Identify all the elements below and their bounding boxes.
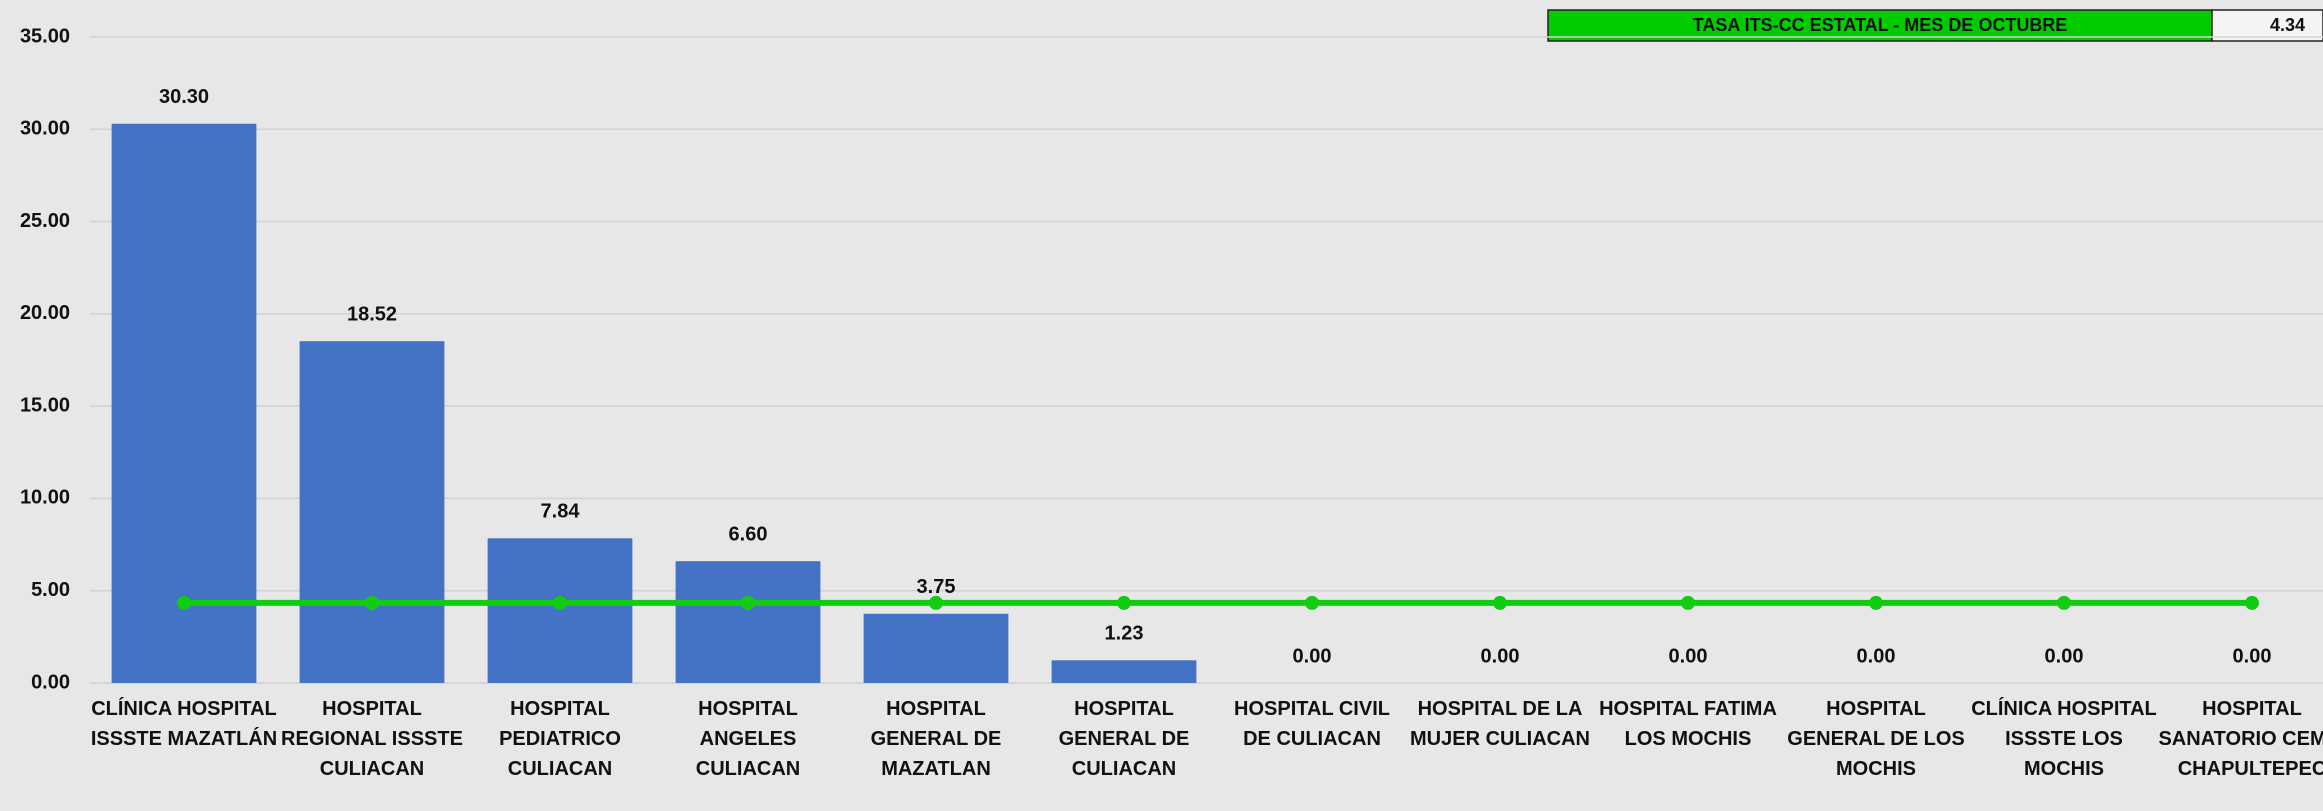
legend-label: TASA ITS-CC ESTATAL - MES DE OCTUBRE (1693, 15, 2068, 35)
x-tick-label: HOSPITAL ANGELES CULIACAN (695, 698, 801, 780)
x-tick-label: HOSPITAL SANATORIO CEMSI CHAPULTEPEC (2158, 698, 2323, 780)
data-label: 3.75 (917, 576, 956, 598)
x-tick-label: HOSPITAL FATIMA LOS MOCHIS (1599, 698, 1777, 750)
line-marker (1305, 595, 1319, 610)
x-tick-label-box: HOSPITAL GENERAL DE CULIACAN (1058, 698, 1190, 780)
y-tick-label: 20.00 (20, 302, 70, 324)
x-tick-label: HOSPITAL DE LA MUJER CULIACAN (1410, 698, 1590, 750)
x-tick-label: CLÍNICA HOSPITAL ISSSTE MAZATLÁN (90, 698, 278, 750)
legend-box (1547, 9, 2213, 42)
line-marker (177, 595, 191, 610)
x-tick-label-box: HOSPITAL FATIMA LOS MOCHIS (1599, 698, 1777, 750)
x-tick-label: HOSPITAL GENERAL DE MAZATLAN (870, 698, 1002, 780)
bar (1051, 660, 1197, 683)
x-tick-label-box: HOSPITAL GENERAL DE MAZATLAN (870, 698, 1002, 780)
x-tick-label: HOSPITAL GENERAL DE CULIACAN (1058, 698, 1190, 780)
y-tick-label: 5.00 (31, 579, 70, 601)
grid (90, 36, 2323, 684)
data-label: 1.23 (1105, 623, 1144, 645)
data-label: 0.00 (1857, 645, 1896, 667)
bar (299, 341, 445, 683)
data-label: 6.60 (729, 523, 768, 545)
x-tick-label-box: HOSPITAL PEDIATRICO CULIACAN (499, 698, 621, 780)
bar (487, 538, 633, 683)
x-tick-label: HOSPITAL CIVIL DE CULIACAN (1234, 698, 1390, 750)
x-tick-label: HOSPITAL PEDIATRICO CULIACAN (499, 698, 621, 780)
bar (863, 613, 1009, 683)
x-tick-label-box: CLÍNICA HOSPITAL ISSSTE LOS MOCHIS (1971, 698, 2157, 780)
line-marker (365, 595, 379, 610)
x-tick-label-box: HOSPITAL GENERAL DE LOS MOCHIS (1787, 698, 1965, 780)
data-label: 0.00 (1481, 645, 1520, 667)
x-tick-label-box: CLÍNICA HOSPITAL ISSSTE MAZATLÁN (90, 698, 278, 750)
x-tick-label-box: HOSPITAL REGIONAL ISSSTE CULIACAN (281, 698, 463, 780)
line-marker (2057, 595, 2071, 610)
y-tick-label: 10.00 (20, 487, 70, 509)
line-marker (2245, 595, 2259, 610)
y-tick-label: 0.00 (31, 671, 70, 693)
x-tick-label-box: HOSPITAL CIVIL DE CULIACAN (1234, 698, 1390, 750)
line-marker (553, 595, 567, 610)
line-marker (1869, 595, 1883, 610)
bar (111, 123, 257, 683)
data-label: 0.00 (1669, 645, 1708, 667)
line-marker (741, 595, 755, 610)
line-marker (1681, 595, 1695, 610)
y-tick-label: 35.00 (20, 25, 70, 47)
data-label: 0.00 (2045, 645, 2084, 667)
legend-value: 4.34 (2270, 15, 2305, 35)
line-marker (929, 595, 943, 610)
data-label: 0.00 (1293, 645, 1332, 667)
y-tick-label: 30.00 (20, 118, 70, 140)
x-tick-label-box: HOSPITAL DE LA MUJER CULIACAN (1410, 698, 1590, 750)
line-marker (1117, 595, 1131, 610)
x-tick-label: HOSPITAL REGIONAL ISSSTE CULIACAN (281, 698, 463, 780)
y-tick-label: 25.00 (20, 210, 70, 232)
x-tick-label-box: HOSPITAL SANATORIO CEMSI CHAPULTEPEC (2158, 698, 2323, 780)
legend-value-box (2211, 9, 2323, 42)
y-tick-label: 15.00 (20, 394, 70, 416)
data-label: 0.00 (2233, 645, 2272, 667)
x-tick-label: HOSPITAL GENERAL DE LOS MOCHIS (1787, 698, 1965, 780)
line-marker (1493, 595, 1507, 610)
data-label: 7.84 (541, 501, 581, 523)
data-label: 18.52 (347, 303, 397, 325)
bar (675, 561, 821, 683)
data-label: 30.30 (159, 86, 209, 108)
x-tick-label: CLÍNICA HOSPITAL ISSSTE LOS MOCHIS (1971, 698, 2157, 780)
x-tick-label-box: HOSPITAL ANGELES CULIACAN (695, 698, 801, 780)
